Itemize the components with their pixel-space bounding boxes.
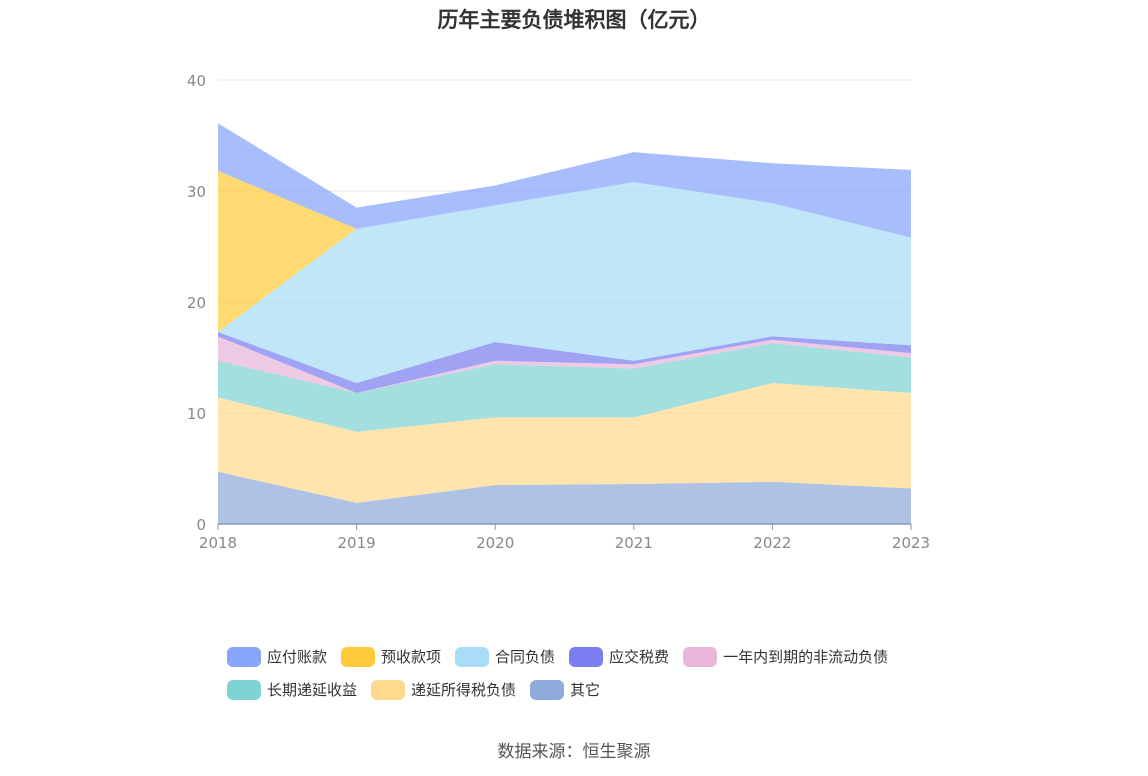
legend-item[interactable]: 一年内到期的非流动负债 — [683, 646, 888, 667]
legend-swatch — [683, 646, 718, 667]
x-tick-label: 2023 — [892, 534, 930, 552]
legend-item[interactable]: 应付账款 — [227, 646, 327, 667]
legend-swatch — [227, 646, 261, 667]
x-tick-label: 2021 — [615, 534, 653, 552]
legend-item[interactable]: 其它 — [530, 679, 600, 700]
data-source-note: 数据来源：恒生聚源 — [497, 742, 651, 762]
area-series-3[interactable] — [218, 336, 911, 393]
area-series-2[interactable] — [218, 343, 911, 432]
legend: 应付账款 预收款项 合同负债 应交税费 一年内到期的非流动负债 长期递延收益 递延所得税负… — [227, 640, 987, 706]
legend-item[interactable]: 应交税费 — [569, 646, 669, 667]
legend-item[interactable]: 预收款项 — [341, 646, 441, 667]
y-tick-label: 0 — [196, 516, 206, 534]
legend-swatch — [455, 646, 490, 667]
x-tick-label: 2018 — [199, 534, 237, 552]
legend-label: 其它 — [570, 681, 601, 699]
legend-row: 长期递延收益 递延所得税负债 其它 — [227, 673, 987, 706]
legend-item[interactable]: 长期递延收益 — [227, 679, 357, 700]
area-series-7[interactable] — [218, 123, 911, 238]
y-tick-label: 20 — [187, 294, 206, 312]
legend-label: 长期递延收益 — [267, 681, 358, 699]
axes: 0 10 20 30 40 2018 2019 2020 2021 2022 2023 — [187, 72, 930, 552]
area-series-5[interactable] — [218, 182, 911, 383]
legend-swatch — [371, 679, 406, 700]
legend-label: 应交税费 — [609, 648, 670, 666]
legend-label: 应付账款 — [267, 648, 328, 666]
y-tick-label: 30 — [187, 183, 206, 201]
legend-swatch — [530, 679, 565, 700]
legend-item[interactable]: 合同负债 — [455, 646, 555, 667]
legend-swatch — [227, 679, 261, 700]
legend-item[interactable]: 递延所得税负债 — [371, 679, 516, 700]
y-tick-label: 40 — [187, 72, 206, 90]
legend-row: 应付账款 预收款项 合同负债 应交税费 一年内到期的非流动负债 — [227, 640, 987, 673]
legend-label: 一年内到期的非流动负债 — [723, 648, 889, 666]
legend-swatch — [569, 646, 604, 667]
area-series-4[interactable] — [218, 332, 911, 393]
area-series-1[interactable] — [218, 383, 911, 503]
x-tick-label: 2020 — [476, 534, 514, 552]
area-series — [218, 123, 911, 524]
y-tick-label: 10 — [187, 405, 206, 423]
area-series-0[interactable] — [218, 471, 911, 524]
legend-swatch — [341, 646, 376, 667]
chart-title: 历年主要负债堆积图（亿元） — [437, 8, 711, 32]
legend-label: 预收款项 — [381, 648, 442, 666]
x-tick-label: 2019 — [338, 534, 376, 552]
legend-label: 递延所得税负债 — [411, 681, 517, 699]
legend-label: 合同负债 — [495, 648, 556, 666]
x-tick-label: 2022 — [753, 534, 791, 552]
